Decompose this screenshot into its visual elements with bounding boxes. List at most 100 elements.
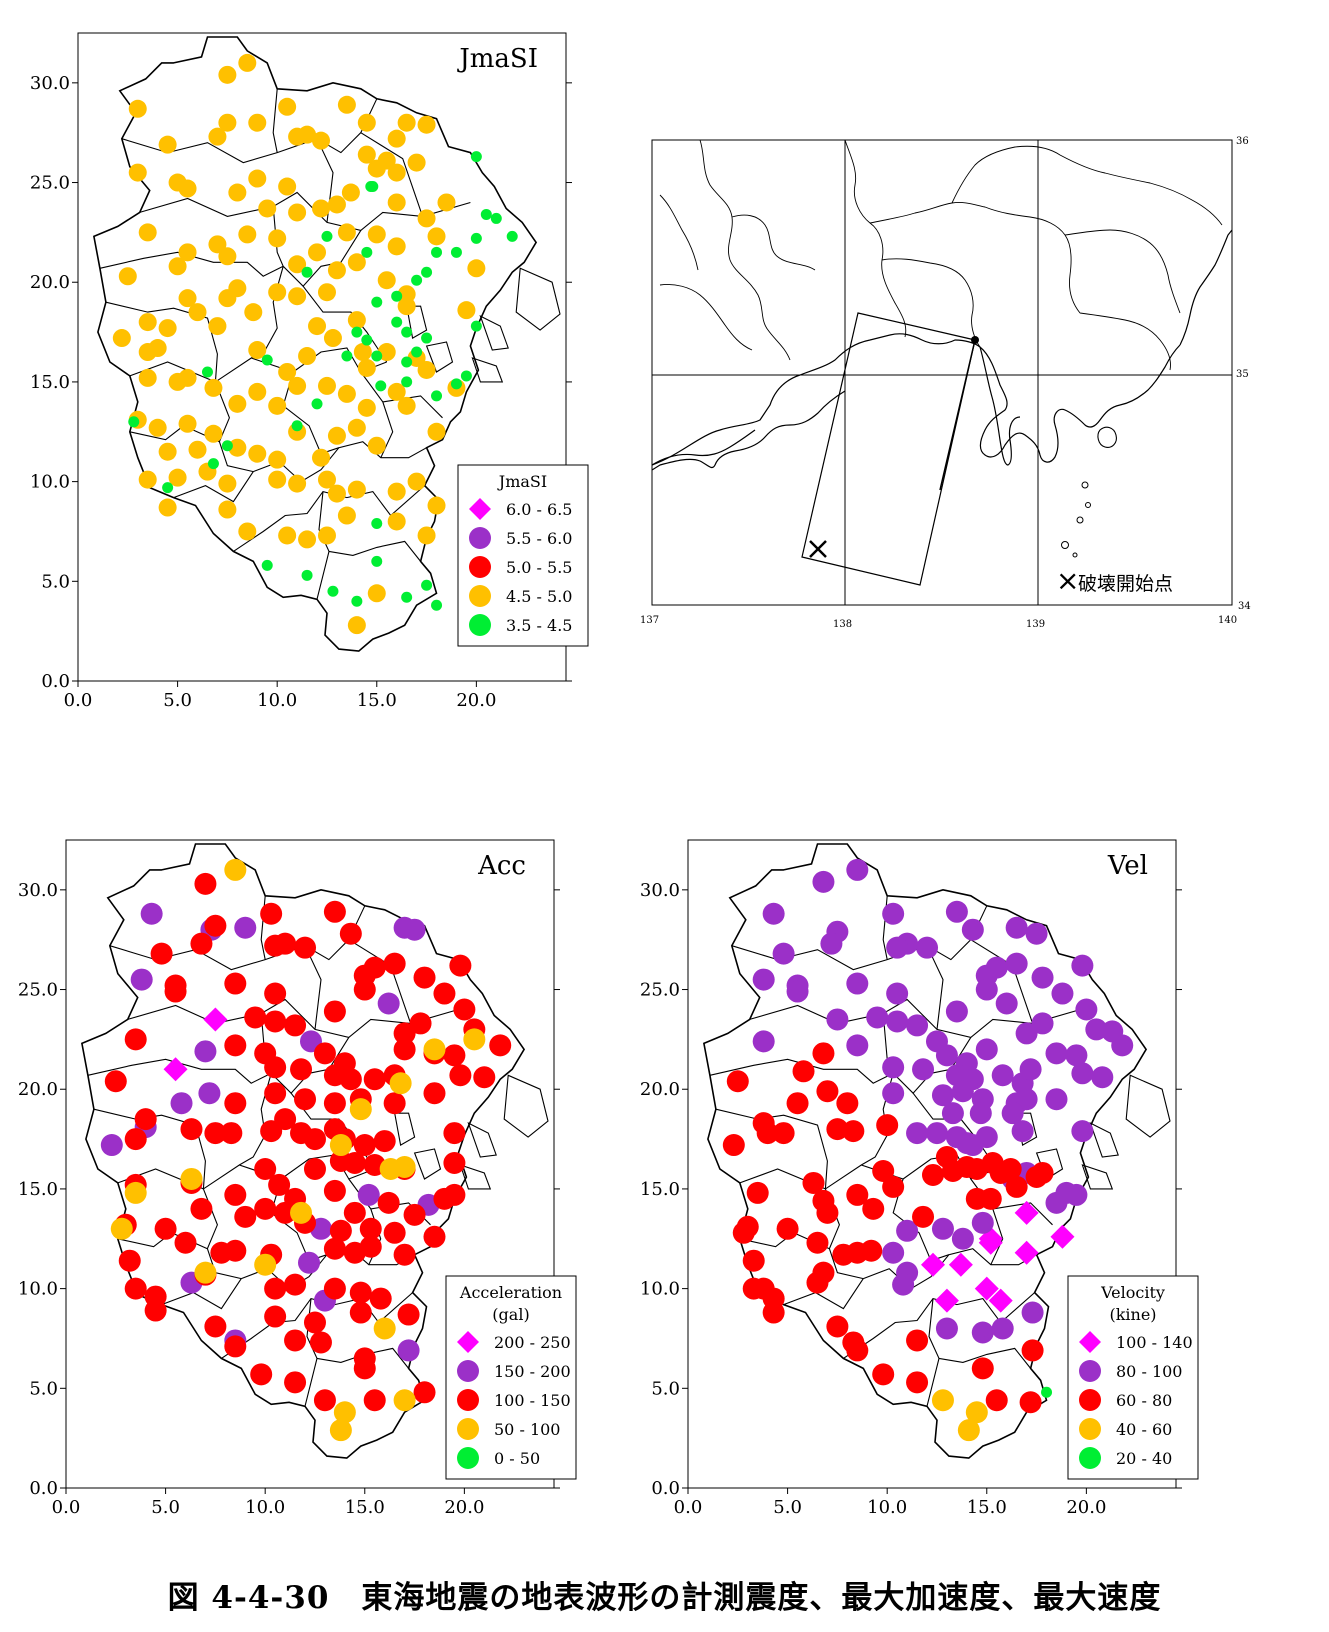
data-marker	[401, 591, 413, 603]
data-marker	[162, 482, 174, 494]
data-marker	[311, 398, 323, 410]
data-marker	[1005, 916, 1028, 939]
data-marker	[975, 978, 998, 1001]
data-marker	[264, 1277, 287, 1300]
data-marker	[218, 113, 237, 132]
data-marker	[985, 956, 1008, 979]
data-marker	[1111, 1034, 1134, 1057]
data-marker	[158, 319, 177, 338]
data-marker	[387, 163, 406, 182]
data-marker	[268, 396, 287, 415]
data-marker-diamond	[988, 1288, 1013, 1313]
data-marker	[224, 1034, 247, 1057]
data-marker	[916, 936, 939, 959]
data-marker	[732, 1221, 755, 1244]
data-marker	[234, 1205, 257, 1228]
data-marker	[260, 1120, 283, 1143]
data-marker	[480, 208, 492, 220]
data-marker	[906, 1014, 929, 1037]
data-marker	[349, 1281, 372, 1304]
legend-label: 5.0 - 5.5	[506, 558, 572, 577]
data-marker	[158, 498, 177, 517]
data-marker	[467, 259, 486, 278]
data-marker	[421, 332, 433, 344]
data-marker	[154, 1217, 177, 1240]
data-marker	[188, 440, 207, 459]
data-marker	[417, 115, 436, 134]
data-marker	[1091, 1066, 1114, 1089]
data-marker	[1071, 954, 1094, 977]
panel-title: Acc	[477, 851, 526, 881]
data-marker	[1001, 1102, 1024, 1125]
data-marker	[118, 267, 137, 286]
data-marker	[971, 1357, 994, 1380]
data-marker	[882, 1175, 905, 1198]
data-marker	[826, 1008, 849, 1031]
data-marker	[407, 153, 426, 172]
data-marker	[323, 329, 342, 348]
data-marker	[449, 1064, 472, 1087]
data-marker	[298, 125, 317, 144]
data-marker	[313, 1389, 336, 1412]
legend-swatch	[469, 585, 491, 607]
data-marker	[812, 870, 835, 893]
data-marker	[470, 232, 482, 244]
data-marker	[882, 1056, 905, 1079]
data-marker	[238, 53, 257, 72]
data-marker	[367, 436, 386, 455]
data-marker	[431, 390, 443, 402]
data-marker	[353, 1357, 376, 1380]
data-marker	[1005, 1175, 1028, 1198]
data-marker	[317, 283, 336, 302]
ward-boundary	[129, 425, 220, 443]
bay-outline	[1179, 229, 1233, 346]
data-marker	[224, 1335, 247, 1358]
x-tick-label: 5.0	[163, 690, 192, 711]
y-tick-label: 30.0	[18, 880, 58, 901]
data-marker	[339, 922, 362, 945]
ward-boundary	[161, 1278, 242, 1310]
data-marker	[391, 290, 403, 302]
data-marker	[308, 243, 327, 262]
data-marker	[1015, 1088, 1038, 1111]
data-marker	[224, 1092, 247, 1115]
data-marker	[298, 1251, 321, 1274]
ward-boundary	[783, 1278, 864, 1310]
data-marker	[876, 1114, 899, 1137]
data-marker	[244, 303, 263, 322]
data-marker	[343, 1152, 366, 1175]
data-marker	[357, 398, 376, 417]
ward-boundary	[302, 285, 388, 363]
ward-boundary	[749, 998, 1081, 1038]
data-marker	[174, 1231, 197, 1254]
data-marker-diamond	[934, 1288, 959, 1313]
data-marker	[450, 378, 462, 390]
data-marker	[218, 500, 237, 519]
data-marker	[278, 177, 297, 196]
fault-top-point	[971, 336, 979, 344]
data-marker-diamond	[1050, 1224, 1075, 1249]
data-marker	[224, 858, 247, 881]
legend-label: 6.0 - 6.5	[506, 500, 572, 519]
city-boundary	[92, 36, 538, 652]
harbour-pier	[459, 1164, 492, 1190]
data-marker	[337, 384, 356, 403]
data-marker	[387, 512, 406, 531]
data-marker	[892, 1273, 915, 1296]
data-marker	[383, 952, 406, 975]
data-marker	[164, 980, 187, 1003]
legend-label: 60 - 80	[1116, 1391, 1172, 1410]
data-marker	[261, 559, 273, 571]
data-marker	[860, 1239, 883, 1262]
data-marker	[323, 1092, 346, 1115]
data-marker	[387, 193, 406, 212]
data-marker	[971, 1321, 994, 1344]
data-marker	[1019, 1058, 1042, 1081]
data-marker	[134, 1108, 157, 1131]
data-marker	[1071, 1062, 1094, 1085]
data-marker	[204, 1122, 227, 1145]
data-marker	[423, 1038, 446, 1061]
data-marker	[403, 918, 426, 941]
data-marker	[301, 266, 313, 278]
data-marker	[772, 1122, 795, 1145]
